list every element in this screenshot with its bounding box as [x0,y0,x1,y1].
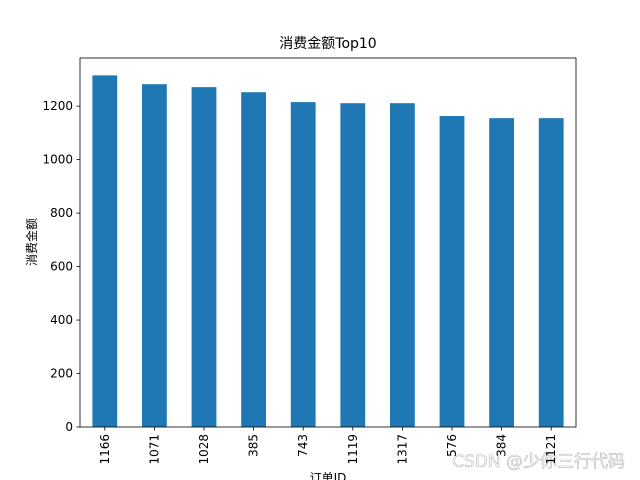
x-tick-label: 1071 [147,434,161,465]
plot-area [92,75,564,428]
bar [142,84,167,427]
bar [538,118,564,428]
bar [390,103,415,427]
y-tick-label: 800 [50,206,73,220]
bar [340,103,366,427]
bar [290,102,316,427]
x-tick-label: 385 [247,434,261,457]
y-tick-label: 200 [50,367,73,381]
bar [489,118,514,428]
x-tick-label: 1119 [346,434,360,465]
chart-title: 消费金额Top10 [279,36,376,52]
watermark: CSDN @少你三行代码 [452,452,625,472]
x-tick-label: 1317 [395,434,409,465]
bar [191,87,217,427]
x-tick-label: 576 [445,434,459,457]
x-tick-label: 1166 [98,434,112,465]
x-axis-label: 订单ID [310,471,347,480]
bar [92,75,118,427]
y-tick-label: 600 [50,260,73,274]
x-tick-label: 1121 [544,434,558,465]
y-tick-label: 400 [50,313,73,327]
y-tick-label: 1200 [42,99,73,113]
x-tick-label: 384 [495,434,509,457]
bar [439,116,465,427]
y-tick-label: 0 [65,420,73,434]
y-axis-label: 消费金额 [24,218,39,266]
bar [241,92,266,428]
y-tick-label: 1000 [42,153,73,167]
x-tick-label: 1028 [197,434,211,465]
x-tick-label: 743 [296,434,310,457]
axes-frame [79,57,577,428]
